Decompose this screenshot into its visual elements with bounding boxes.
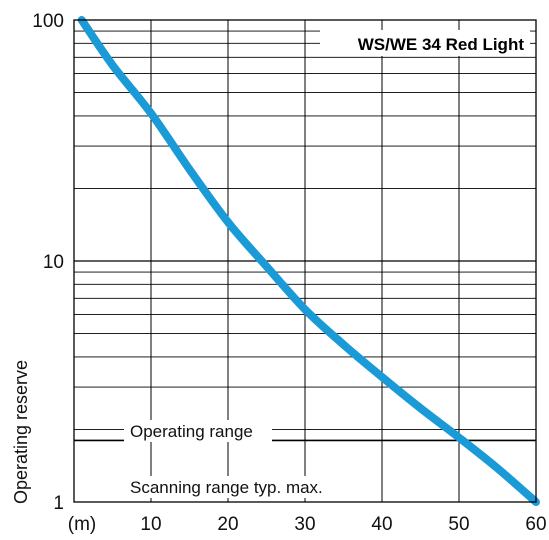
x-tick-label: 50: [448, 514, 469, 535]
y-tick-label: 1: [53, 493, 64, 514]
operating-range-label: Operating range: [130, 422, 253, 441]
chart-title: WS/WE 34 Red Light: [358, 35, 525, 54]
y-tick-label: 100: [32, 11, 64, 32]
scanning-range-label-bg: [124, 476, 350, 498]
y-axis-title: Operating reserve: [11, 360, 31, 504]
operating-range-label-bg: [124, 420, 272, 442]
plot-frame: [73, 19, 537, 503]
scanning-range-label: Scanning range typ. max.: [130, 478, 323, 497]
x-tick-label: 20: [217, 514, 238, 535]
operating-reserve-curve: [77, 16, 540, 506]
x-tick-label: 10: [140, 514, 161, 535]
y-tick-label: 10: [43, 252, 64, 273]
x-tick-label: 40: [371, 514, 392, 535]
x-unit-label: (m): [68, 514, 96, 535]
x-tick-label: 60: [525, 514, 546, 535]
x-tick-label: 30: [294, 514, 315, 535]
tick-labels: 10 20 30 40 50 60 1 10 100: [32, 11, 546, 535]
title-box: [320, 30, 530, 56]
